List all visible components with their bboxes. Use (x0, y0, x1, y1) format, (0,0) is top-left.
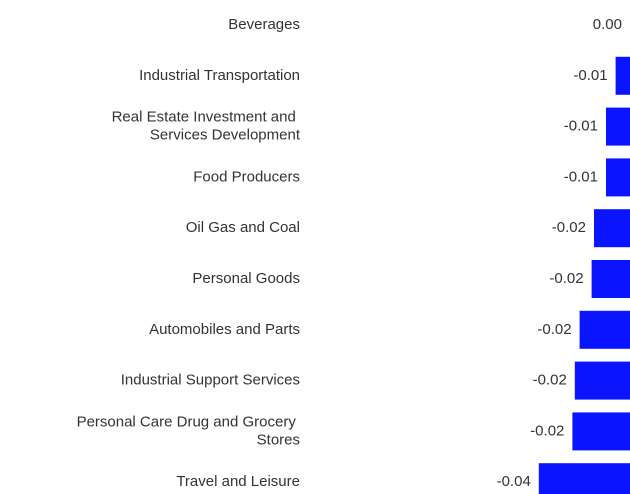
category-label: Industrial Support Services (121, 372, 300, 389)
category-label: Industrial Transportation (139, 67, 300, 84)
bar (594, 209, 630, 248)
bar (572, 412, 630, 451)
bar (579, 310, 630, 349)
category-label: Personal Goods (192, 270, 300, 287)
value-label: 0.00 (593, 16, 622, 33)
value-label: -0.02 (537, 321, 571, 338)
bar (538, 463, 630, 494)
category-label: Automobiles and Parts (149, 321, 300, 338)
category-label: Food Producers (193, 168, 300, 185)
value-label: -0.02 (549, 270, 583, 287)
bar (574, 361, 630, 400)
value-label: -0.01 (564, 168, 598, 185)
bar (591, 260, 630, 298)
category-label: Beverages (228, 16, 300, 33)
category-label: Travel and Leisure (176, 473, 300, 490)
bar (615, 56, 630, 95)
bar (606, 158, 630, 197)
value-label: -0.02 (533, 372, 567, 389)
bar (606, 107, 630, 146)
value-label: -0.01 (564, 118, 598, 135)
value-label: -0.02 (552, 219, 586, 236)
category-label: Personal Care Drug and Grocery Stores (77, 413, 300, 448)
value-label: -0.02 (530, 422, 564, 439)
value-label: -0.01 (573, 67, 607, 84)
category-label: Real Estate Investment and Services Deve… (112, 109, 301, 144)
value-label: -0.04 (497, 473, 531, 490)
category-label: Oil Gas and Coal (186, 219, 300, 236)
